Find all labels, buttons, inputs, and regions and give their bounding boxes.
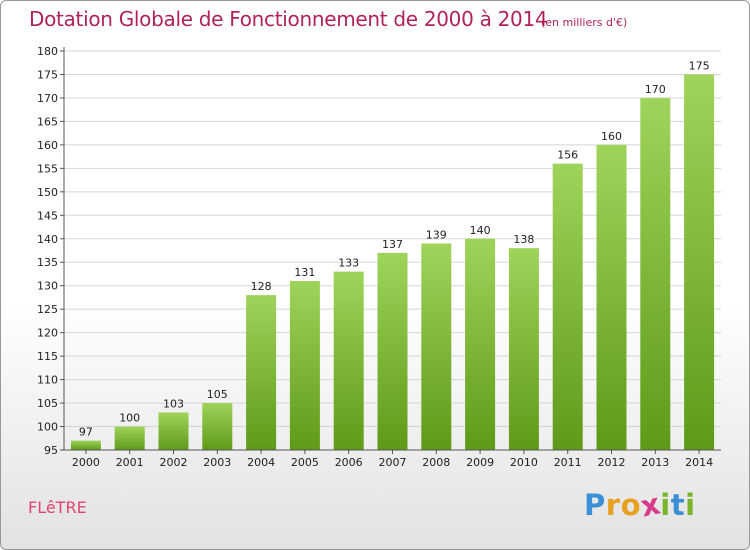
- bar: [202, 403, 233, 450]
- data-label: 139: [426, 228, 447, 241]
- bar: [114, 426, 145, 450]
- y-tick-label: 130: [37, 280, 58, 293]
- data-label: 128: [251, 280, 272, 293]
- y-tick-label: 105: [37, 397, 58, 410]
- x-tick-label: 2004: [247, 456, 275, 469]
- y-tick-label: 145: [37, 209, 58, 222]
- x-tick-label: 2006: [335, 456, 363, 469]
- x-tick-label: 2008: [422, 456, 450, 469]
- bar: [596, 144, 627, 450]
- y-tick-label: 110: [37, 374, 58, 387]
- y-tick-label: 175: [37, 68, 58, 81]
- bar: [70, 440, 101, 450]
- bar: [640, 97, 671, 451]
- data-label: 137: [382, 238, 403, 251]
- x-tick-label: 2009: [466, 456, 494, 469]
- y-tick-label: 170: [37, 92, 58, 105]
- bar: [246, 295, 277, 450]
- logo-letter: i: [660, 488, 671, 522]
- commune-name: FLêTRE: [28, 498, 87, 517]
- logo-letter: t: [670, 488, 686, 522]
- x-tick-label: 2013: [641, 456, 669, 469]
- x-tick-label: 2005: [291, 456, 319, 469]
- bar: [684, 74, 715, 451]
- logo-letter: o: [620, 488, 642, 522]
- logo-letter: i: [685, 488, 696, 522]
- bar: [552, 163, 583, 451]
- bar: [421, 243, 452, 450]
- bar: [289, 281, 320, 450]
- data-label: 97: [79, 426, 93, 439]
- y-tick-label: 95: [44, 444, 58, 457]
- bar: [333, 271, 364, 450]
- x-tick-label: 2003: [203, 456, 231, 469]
- data-label: 156: [557, 149, 578, 162]
- y-tick-label: 150: [37, 186, 58, 199]
- x-tick-label: 2010: [510, 456, 538, 469]
- y-tick-label: 140: [37, 233, 58, 246]
- data-label: 133: [338, 257, 359, 270]
- data-label: 138: [513, 233, 534, 246]
- data-label: 170: [645, 83, 666, 96]
- x-tick-label: 2014: [685, 456, 713, 469]
- data-label: 100: [119, 412, 140, 425]
- y-tick-label: 155: [37, 162, 58, 175]
- x-tick-label: 2011: [554, 456, 582, 469]
- y-tick-label: 100: [37, 421, 58, 434]
- x-tick-label: 2001: [116, 456, 144, 469]
- bar: [377, 252, 408, 450]
- data-label: 140: [470, 224, 491, 237]
- y-tick-label: 180: [37, 45, 58, 58]
- x-tick-label: 2000: [72, 456, 100, 469]
- data-label: 160: [601, 130, 622, 143]
- data-label: 105: [207, 388, 228, 401]
- data-label: 103: [163, 397, 184, 410]
- data-label: 175: [689, 59, 710, 72]
- x-tick-label: 2007: [379, 456, 407, 469]
- bar: [158, 412, 189, 450]
- chart-title: Dotation Globale de Fonctionnement de 20…: [29, 7, 548, 31]
- axes: 95 100 105 110 115 120 125 130 135 140 145 150 155 16…: [37, 45, 721, 469]
- proxiti-logo[interactable]: Proxiti: [584, 486, 696, 523]
- bars: 97 100 103 105 128 131 133 137 139 140 138 156 160 17…: [70, 59, 715, 451]
- y-tick-label: 120: [37, 327, 58, 340]
- y-tick-label: 165: [37, 115, 58, 128]
- data-label: 131: [294, 266, 315, 279]
- logo-letter: P: [584, 488, 606, 522]
- bar: [465, 238, 496, 450]
- x-tick-label: 2012: [598, 456, 626, 469]
- y-tick-label: 115: [37, 350, 58, 363]
- logo-letter: r: [605, 488, 621, 522]
- x-tick-label: 2002: [160, 456, 188, 469]
- y-tick-label: 125: [37, 303, 58, 316]
- y-tick-label: 160: [37, 139, 58, 152]
- bar: [508, 248, 539, 450]
- y-tick-label: 135: [37, 256, 58, 269]
- chart-subtitle: (en milliers d'€): [541, 16, 628, 29]
